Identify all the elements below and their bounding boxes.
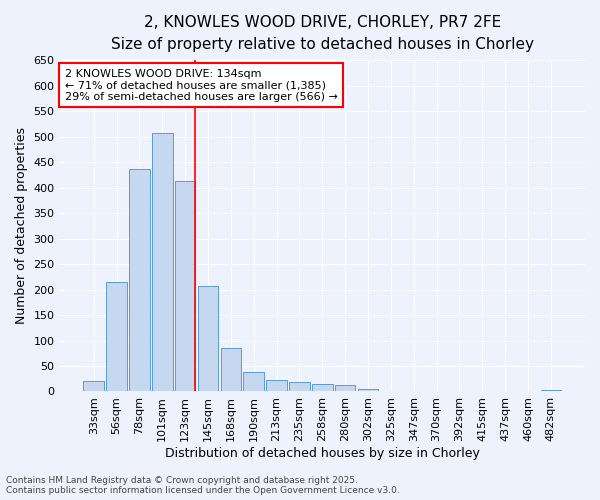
Bar — [266, 380, 287, 392]
Bar — [358, 389, 378, 392]
Bar — [289, 382, 310, 392]
Title: 2, KNOWLES WOOD DRIVE, CHORLEY, PR7 2FE
Size of property relative to detached ho: 2, KNOWLES WOOD DRIVE, CHORLEY, PR7 2FE … — [111, 15, 534, 52]
X-axis label: Distribution of detached houses by size in Chorley: Distribution of detached houses by size … — [165, 447, 480, 460]
Bar — [175, 181, 196, 392]
Text: 2 KNOWLES WOOD DRIVE: 134sqm
← 71% of detached houses are smaller (1,385)
29% of: 2 KNOWLES WOOD DRIVE: 134sqm ← 71% of de… — [65, 68, 338, 102]
Bar — [335, 386, 355, 392]
Bar — [152, 133, 173, 392]
Bar — [106, 282, 127, 392]
Y-axis label: Number of detached properties: Number of detached properties — [15, 128, 28, 324]
Bar — [129, 169, 150, 392]
Bar — [541, 390, 561, 392]
Bar — [221, 348, 241, 392]
Bar — [244, 372, 264, 392]
Bar — [198, 286, 218, 392]
Text: Contains HM Land Registry data © Crown copyright and database right 2025.
Contai: Contains HM Land Registry data © Crown c… — [6, 476, 400, 495]
Bar — [83, 382, 104, 392]
Bar — [312, 384, 332, 392]
